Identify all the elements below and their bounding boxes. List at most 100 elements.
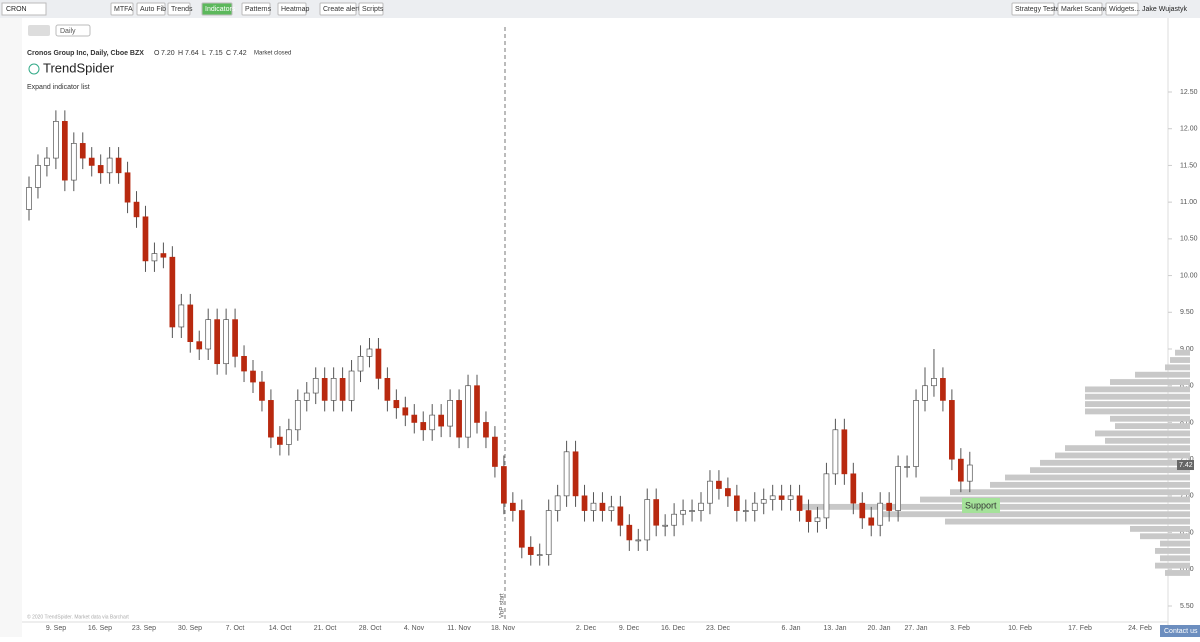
candle-body [384, 378, 391, 401]
x-tick-label: 13. Jan [824, 625, 847, 632]
candle-body [572, 451, 579, 497]
toolbar-button[interactable] [1011, 2, 1055, 16]
ohlc-value: 7.42 [233, 50, 247, 57]
x-tick-label: 2. Dec [576, 625, 597, 632]
volume-bar [1110, 415, 1190, 422]
toolbar-button-label[interactable]: Strategy Tester [1015, 6, 1063, 13]
candle-body [841, 429, 848, 475]
toolbar-button-label[interactable]: Widgets... [1109, 6, 1140, 13]
toolbar-button[interactable] [136, 2, 166, 16]
volume-bar [1085, 401, 1190, 407]
x-tick-label: 23. Sep [132, 625, 156, 632]
candle-body [608, 506, 615, 511]
volume-bar [1130, 525, 1190, 532]
toolbar-button[interactable] [1105, 2, 1139, 16]
toolbar-button[interactable] [358, 2, 384, 16]
contact[interactable]: Contact us [1164, 628, 1198, 635]
x-tick-label: 17. Feb [1068, 625, 1092, 632]
toolbar-button-label[interactable]: Heatmap [281, 6, 310, 13]
ohlc-label: L [202, 50, 206, 57]
candle-body [160, 253, 167, 258]
volume-bar [1030, 467, 1190, 474]
user-name[interactable]: Jake Wujastyk [1142, 6, 1187, 13]
toolbar-button-label[interactable]: Trends [171, 6, 193, 13]
candle-body [769, 495, 776, 500]
toolbar-button-label[interactable]: Auto Fib [140, 6, 166, 13]
ohlc-value: 7.20 [161, 50, 175, 57]
toolbar-button-label[interactable]: Create alert [323, 6, 360, 13]
volume-bar [1095, 430, 1190, 437]
ohlc-value: 7.64 [185, 50, 199, 57]
support-label: Support [965, 500, 997, 510]
vbp-label: VbP start [500, 593, 506, 618]
candle-body [689, 510, 695, 512]
toolbar-button[interactable] [201, 2, 233, 16]
brand-logo [28, 63, 40, 75]
candle-body [518, 510, 525, 548]
toolbar-button[interactable] [167, 2, 191, 16]
toolbar-button[interactable] [1057, 2, 1103, 16]
x-tick-label: 7. Oct [226, 625, 245, 632]
ohlc-label: H [178, 50, 183, 57]
candle-body [949, 400, 955, 460]
sidebar [0, 18, 22, 637]
toolbar-button[interactable] [241, 2, 271, 16]
volume-bar [1160, 555, 1190, 562]
x-tick-label: 16. Sep [88, 625, 112, 632]
y-tick-label: 8.00 [1180, 419, 1194, 426]
candle-body [832, 429, 839, 475]
ohlc-label: O [154, 50, 160, 57]
y-tick-label: 6.00 [1180, 566, 1194, 573]
volume-bar [1165, 364, 1190, 371]
candle-body [285, 429, 292, 445]
candle-body [725, 488, 731, 497]
candle-body [868, 517, 875, 526]
toolbar-button-label[interactable]: Patterns [245, 6, 272, 13]
candle-body [268, 400, 274, 438]
candle-body [420, 422, 427, 431]
search-box[interactable] [1, 2, 47, 16]
candle-body [626, 524, 633, 541]
candle-body [680, 510, 686, 515]
candle-body [133, 201, 140, 218]
brand: TrendSpider [43, 60, 115, 75]
y-tick-label: 9.50 [1180, 309, 1194, 316]
toolbar-button[interactable] [277, 2, 307, 16]
volume-bar [1085, 408, 1190, 415]
candle-body [966, 464, 973, 482]
toolbar-button[interactable] [110, 2, 134, 16]
x-tick-label: 6. Jan [781, 625, 800, 632]
candle-body [142, 216, 149, 262]
volume-bar [950, 489, 1190, 496]
contact-button[interactable] [1160, 625, 1200, 637]
interval-select[interactable] [55, 24, 91, 37]
volume-bar [1135, 371, 1190, 378]
candle-body [635, 539, 642, 542]
toolbar-button-label[interactable]: Scripts [362, 6, 384, 13]
copyright: © 2020 TrendSpider. Market data via Barc… [27, 613, 129, 620]
toolbar-button[interactable] [319, 2, 357, 16]
candle-body [178, 304, 185, 328]
toolbar-button-label[interactable]: Indicators [205, 6, 236, 13]
candle-body [214, 319, 221, 365]
expand-link[interactable]: Expand indicator list [27, 84, 90, 91]
toolbar-button-label[interactable]: Market Scanner [1061, 6, 1111, 13]
chart-title: Cronos Group Inc, Daily, Cboe BZX [27, 50, 144, 57]
volume-bar [880, 511, 1190, 518]
volume-bar [1140, 533, 1190, 540]
candle-body [196, 341, 203, 350]
x-tick-label: 9. Dec [619, 625, 640, 632]
chart-type-button[interactable] [28, 25, 50, 36]
candle-body [904, 466, 910, 468]
candle-body [940, 378, 946, 401]
candle-body [778, 495, 785, 500]
volume-bar [1085, 386, 1190, 393]
toolbar-button-label[interactable]: MTFA [114, 6, 133, 13]
candle-body [330, 378, 337, 401]
candle-body [88, 157, 95, 166]
candle-body [44, 157, 50, 166]
volume-bar [1110, 379, 1190, 385]
candle-body [733, 495, 740, 511]
last-price: 7.42 [1179, 462, 1193, 469]
